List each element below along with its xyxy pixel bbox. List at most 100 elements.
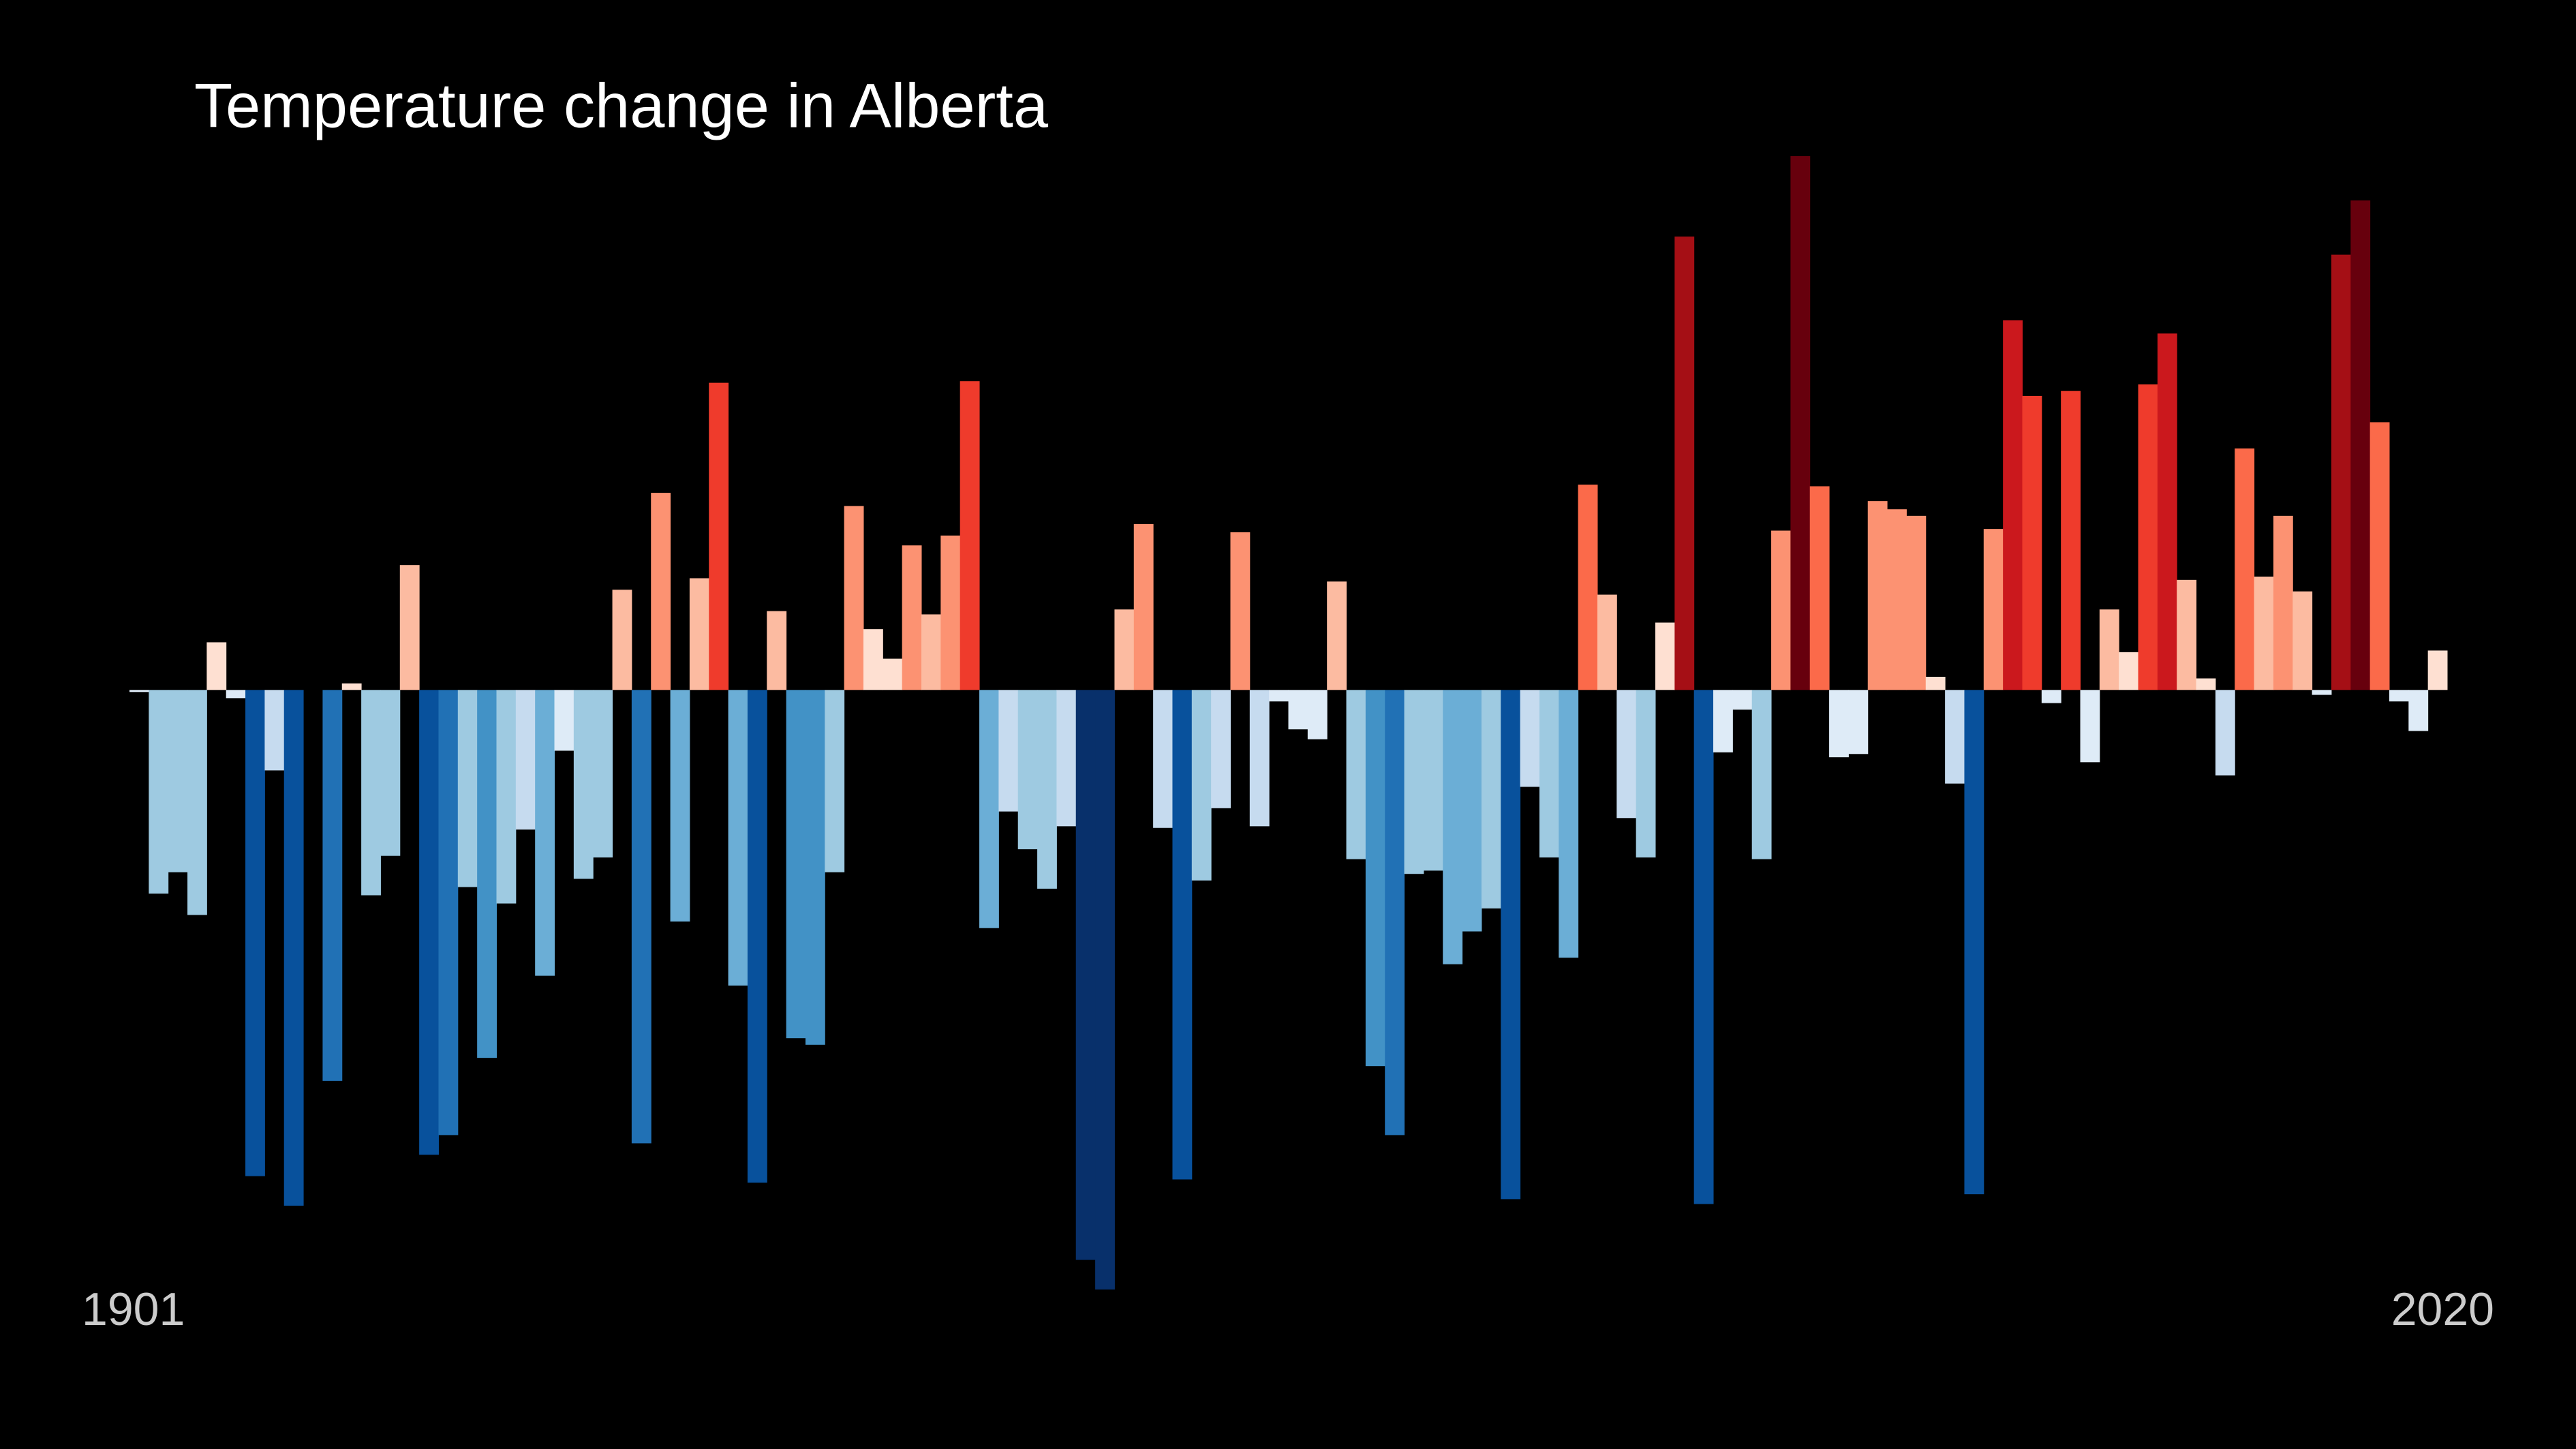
bar: [380, 690, 401, 856]
bar: [477, 690, 497, 1058]
bar: [457, 690, 478, 887]
bar: [1983, 529, 2004, 690]
bar: [1751, 690, 1772, 859]
bar: [2312, 690, 2332, 695]
bar: [2370, 422, 2390, 690]
bar: [2350, 200, 2371, 690]
bar: [2408, 690, 2429, 731]
bar: [1771, 530, 1791, 690]
bar: [419, 690, 439, 1155]
bar: [728, 690, 748, 986]
bar: [631, 690, 651, 1144]
bar: [825, 690, 845, 872]
bar: [2273, 515, 2293, 690]
bar: [1462, 690, 1482, 932]
x-tick-label: 2020: [2391, 1283, 2494, 1335]
bar: [863, 629, 883, 690]
bar: [168, 690, 188, 872]
bar: [1288, 690, 1308, 730]
bar: [2293, 591, 2313, 690]
bar: [264, 690, 285, 771]
bar: [1713, 690, 1733, 752]
bar: [1481, 690, 1501, 909]
bar: [844, 506, 864, 690]
bar: [2254, 577, 2274, 690]
bar: [998, 690, 1019, 812]
bar: [1790, 156, 1811, 690]
bar: [1636, 690, 1656, 858]
bar: [1191, 690, 1212, 881]
bar: [2061, 391, 2081, 690]
bar: [1404, 690, 1424, 874]
bar: [1616, 690, 1637, 819]
bar: [1346, 690, 1366, 859]
bar: [1887, 509, 1907, 690]
bar: [651, 493, 671, 690]
bar: [1867, 501, 1888, 690]
bar: [1017, 690, 1038, 850]
bar: [2003, 320, 2023, 690]
bar: [1539, 690, 1559, 858]
bar: [1172, 690, 1193, 1180]
bar: [1327, 581, 1347, 690]
bar: [2235, 448, 2255, 690]
bar: [709, 382, 729, 690]
bar: [689, 578, 709, 690]
bar: [1249, 690, 1270, 827]
bar: [226, 690, 246, 699]
bar: [960, 381, 980, 690]
bar: [1964, 690, 1984, 1195]
bar: [1559, 690, 1579, 958]
bar: [1153, 690, 1173, 828]
bar: [1075, 690, 1096, 1260]
bar: [1578, 485, 1598, 690]
bar: [149, 690, 169, 894]
x-tick-label: 1901: [82, 1283, 185, 1335]
bar: [1829, 690, 1849, 758]
bar: [1906, 515, 1927, 690]
bar: [554, 690, 574, 751]
bar: [1945, 690, 1965, 784]
bar: [612, 590, 632, 690]
bar: [515, 690, 536, 830]
bar: [1655, 622, 1675, 690]
bar: [593, 690, 613, 858]
bar: [2119, 652, 2139, 690]
bar: [940, 535, 961, 690]
bar: [1732, 690, 1753, 710]
bar: [786, 690, 806, 1039]
bar: [2157, 333, 2177, 690]
bar: [921, 614, 941, 690]
bar: [2080, 690, 2100, 763]
bar: [2022, 395, 2042, 690]
bar: [1114, 609, 1135, 690]
bar: [438, 690, 459, 1135]
bar: [206, 642, 227, 690]
bar: [1211, 690, 1231, 808]
bar: [1269, 690, 1289, 702]
bar: [1925, 677, 1946, 690]
bar: [283, 690, 304, 1206]
bar: [1056, 690, 1077, 827]
bar: [2427, 650, 2448, 690]
bar: [573, 690, 594, 879]
bar: [322, 690, 343, 1081]
bar: [1674, 237, 1695, 690]
bar: [2331, 254, 2351, 690]
bar: [2389, 690, 2409, 702]
bar: [496, 690, 517, 904]
bar: [902, 545, 922, 690]
bar: [805, 690, 825, 1045]
bar: [1848, 690, 1869, 754]
bar: [1095, 690, 1115, 1290]
bar: [1133, 523, 1154, 690]
bar: [670, 690, 690, 922]
bar: [187, 690, 207, 915]
bar: [1385, 690, 1405, 1135]
bar: [1809, 486, 1830, 690]
bar: [1307, 690, 1328, 739]
bar: [767, 611, 787, 690]
bar: [361, 690, 381, 896]
bar: [245, 690, 265, 1176]
